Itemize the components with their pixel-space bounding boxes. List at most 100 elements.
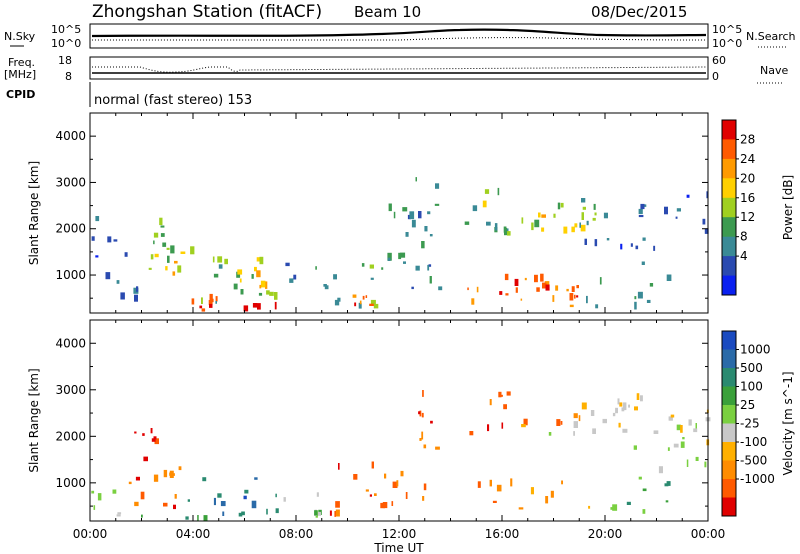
velocity-cell [610, 507, 615, 510]
velocity-cell [128, 481, 132, 485]
power-colorbar-swatch [722, 158, 736, 179]
power-cell [289, 278, 294, 283]
power-cell [160, 225, 165, 228]
power-cell [514, 278, 519, 286]
power-cell [361, 263, 365, 267]
velocity-cell [523, 418, 528, 426]
velocity-cell [628, 404, 630, 408]
velocity-ytick-label: 1000 [55, 476, 86, 490]
velocity-cell [335, 501, 340, 508]
velocity-cell [560, 421, 563, 425]
velocity-cell [503, 404, 507, 410]
power-cell [251, 274, 254, 279]
velocity-cell [430, 420, 433, 424]
power-cell [334, 299, 340, 306]
velocity-cell [369, 494, 372, 497]
velocity-cell [673, 443, 679, 448]
velocity-cell [680, 441, 685, 448]
power-cell [545, 284, 550, 291]
velocity-cell [178, 466, 182, 471]
power-cell [172, 271, 176, 276]
x-tick-label: 16:00 [485, 527, 520, 541]
power-cell [257, 303, 261, 310]
velocity-ytick-label: 3000 [55, 383, 86, 397]
power-cell [571, 286, 575, 292]
power-cell [150, 254, 154, 260]
freq-tick-low: 8 [65, 70, 72, 83]
velocity-cell [421, 412, 424, 418]
velocity-ylabel: Slant Range [km] [27, 368, 41, 472]
nsky-tick-low: 10^0 [51, 37, 81, 50]
velocity-cell [695, 456, 699, 461]
velocity-cell [619, 402, 623, 407]
velocity-cell [392, 481, 398, 488]
power-cell [637, 291, 643, 299]
power-cell [593, 203, 596, 210]
power-cell [574, 294, 576, 299]
nave-tick-high: 60 [712, 54, 726, 67]
power-cell [369, 264, 374, 269]
velocity-cell [153, 436, 157, 440]
power-colorbar-label: 28 [740, 132, 755, 146]
nave-label: Nave [760, 64, 788, 77]
velocity-cell [241, 511, 245, 516]
power-cell [369, 303, 374, 306]
freq-panel [89, 56, 709, 80]
power-cell [581, 212, 584, 220]
power-cell [415, 265, 420, 271]
velocity-cell [254, 477, 258, 480]
velocity-cell [556, 419, 561, 426]
power-cell [191, 298, 195, 305]
power-cell [476, 286, 479, 293]
velocity-cell [612, 412, 616, 417]
nsky-tick-high: 10^5 [51, 23, 81, 36]
velocity-cell [112, 489, 117, 494]
power-cell [212, 298, 214, 303]
power-cell [594, 239, 598, 247]
power-cell [521, 217, 524, 224]
power-cell [133, 287, 139, 294]
velocity-cell [163, 469, 168, 478]
velocity-cell [135, 476, 140, 481]
power-cell [136, 286, 139, 292]
power-data-cells [91, 177, 709, 312]
velocity-cell [676, 424, 681, 431]
velocity-colorbar-swatch [722, 460, 736, 480]
power-ylabel: Slant Range [km] [27, 161, 41, 265]
power-cell [471, 298, 475, 305]
power-cell [580, 224, 586, 232]
power-cell [584, 238, 587, 245]
power-cell [243, 305, 249, 312]
power-cell [387, 257, 391, 261]
power-cell [398, 252, 402, 260]
velocity-cell [422, 496, 425, 501]
nsearch-trace [91, 37, 707, 41]
power-cell [365, 295, 368, 298]
power-cell [541, 214, 546, 218]
freq-unit-label: [MHz] [4, 68, 36, 81]
power-cell [215, 301, 217, 304]
velocity-colorbar-swatch [722, 479, 736, 498]
velocity-cell [658, 466, 663, 474]
power-cell [464, 221, 470, 225]
x-tick-label: 00:00 [73, 527, 108, 541]
velocity-cell [150, 428, 153, 434]
power-cell [620, 243, 623, 250]
velocity-cell [141, 514, 143, 518]
power-cell [653, 245, 656, 251]
velocity-cell [581, 402, 587, 410]
velocity-cell [550, 490, 554, 498]
power-cell [534, 274, 538, 283]
power-cell [635, 245, 639, 250]
power-cell [595, 304, 599, 309]
power-cell [411, 286, 414, 290]
power-cell [212, 256, 215, 263]
velocity-cell [173, 504, 176, 510]
power-cell [421, 241, 425, 249]
power-cell [293, 274, 297, 280]
x-tick-label: 12:00 [382, 527, 417, 541]
velocity-colorbar-swatch [722, 423, 736, 443]
power-cell [664, 206, 668, 215]
power-cell [586, 220, 589, 226]
power-cell [484, 189, 490, 194]
